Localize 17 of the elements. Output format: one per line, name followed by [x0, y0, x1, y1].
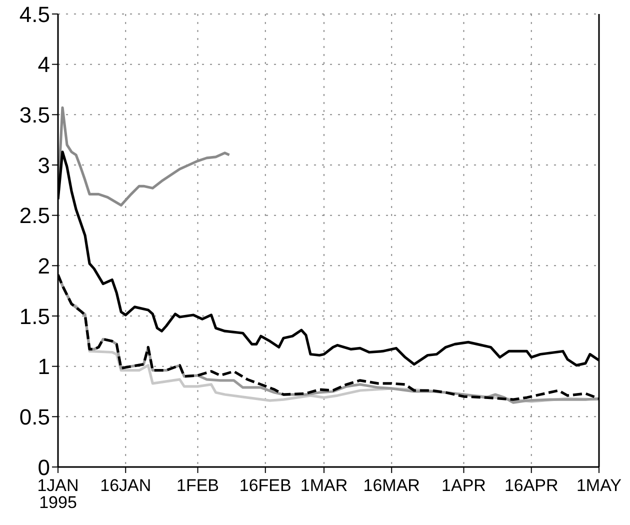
y-tick-label: 4: [38, 52, 50, 78]
x-tick-label: 16FEB: [239, 476, 292, 495]
y-tick-label: 2.5: [19, 203, 50, 228]
x-tick-label: 1FEB: [176, 476, 220, 495]
x-tick-label: 1MAR: [300, 476, 348, 495]
x-tick-label: 16JAN: [100, 476, 152, 495]
y-tick-label: 1.5: [19, 304, 50, 329]
y-tick-label: 2: [38, 253, 50, 278]
y-tick-label: 4.5: [19, 2, 50, 27]
x-tick-label: 16MAR: [363, 476, 420, 495]
y-tick-label: 3: [38, 152, 50, 178]
y-tick-label: 3.5: [19, 102, 50, 128]
y-tick-label: 1: [38, 354, 50, 380]
x-tick-label: 1MAY: [576, 476, 622, 495]
x-tick-label: 16APR: [504, 476, 558, 495]
x-tick-label: 1APR: [442, 476, 486, 495]
y-tick-label: 0.5: [19, 404, 50, 430]
